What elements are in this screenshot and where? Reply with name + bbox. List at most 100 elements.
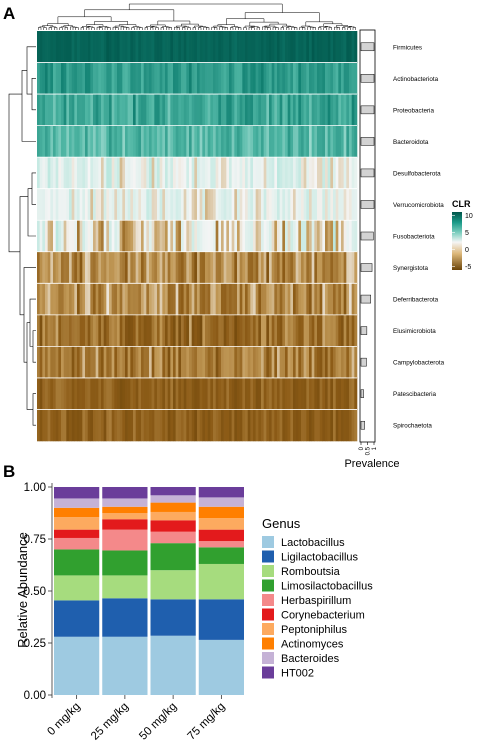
heatmap-cell: [77, 251, 80, 284]
heatmap-cell: [37, 31, 40, 63]
heatmap-cell: [151, 31, 155, 63]
heatmap-cell: [53, 346, 56, 379]
heatmap-cell: [314, 94, 318, 126]
heatmap-cell: [199, 220, 203, 253]
heatmap-cell: [261, 31, 264, 63]
heatmap-cell: [45, 220, 48, 253]
heatmap-cell: [183, 283, 187, 316]
heatmap-cell: [173, 188, 176, 221]
heatmap-cell: [93, 314, 96, 347]
heatmap-cell: [45, 409, 48, 442]
heatmap-cell: [319, 283, 323, 316]
heatmap-cell: [111, 283, 115, 316]
heatmap-cell: [122, 409, 126, 442]
heatmap-cell: [55, 409, 59, 442]
heatmap-cell: [341, 314, 344, 347]
row-labels: FirmicutesActinobacteriotaProteobacteria…: [393, 44, 445, 429]
heatmap-cell: [162, 283, 166, 316]
heatmap-cell: [50, 409, 54, 442]
heatmap-cell: [277, 220, 280, 253]
heatmap-cell: [162, 157, 166, 189]
heatmap-cell: [106, 188, 110, 221]
heatmap-cell: [346, 346, 350, 379]
dendrogram-branch: [26, 46, 36, 95]
heatmap-cell: [109, 31, 112, 63]
heatmap-cell: [271, 188, 275, 221]
heatmap-cell: [250, 283, 254, 316]
heatmap-cell: [127, 283, 131, 316]
heatmap-cell: [261, 377, 264, 410]
heatmap-cell: [202, 409, 206, 442]
heatmap-cell: [69, 125, 72, 158]
heatmap-cell: [130, 62, 134, 95]
heatmap-cell: [119, 409, 123, 442]
heatmap-cell: [242, 94, 246, 126]
heatmap-cell: [101, 251, 104, 284]
heatmap-cell: [301, 409, 304, 442]
heatmap-cell: [223, 346, 227, 379]
heatmap-cell: [149, 346, 152, 379]
bar-segment: [54, 507, 100, 518]
heatmap-cell: [61, 31, 64, 63]
heatmap-cell: [234, 31, 238, 63]
heatmap-cell: [325, 31, 328, 63]
heatmap-cell: [301, 314, 304, 347]
heatmap-cell: [229, 220, 232, 253]
heatmap-cell: [237, 377, 240, 410]
heatmap-cell: [322, 125, 326, 158]
heatmap-cell: [199, 377, 203, 410]
heatmap-cell: [50, 377, 54, 410]
heatmap-cell: [149, 157, 152, 189]
heatmap-cell: [138, 283, 142, 316]
heatmap-cell: [114, 31, 118, 63]
heatmap-cell: [245, 251, 248, 284]
heatmap-cell: [282, 220, 286, 253]
heatmap-cell: [341, 409, 344, 442]
heatmap-cell: [290, 409, 294, 442]
heatmap-cell: [141, 125, 144, 158]
heatmap-cell: [146, 314, 150, 347]
heatmap-cell: [186, 409, 190, 442]
heatmap-cell: [197, 62, 200, 95]
heatmap-cell: [237, 62, 240, 95]
heatmap-cell: [69, 31, 72, 63]
dendrogram-branch: [244, 12, 320, 22]
heatmap-cell: [239, 31, 243, 63]
heatmap-cell: [79, 157, 83, 189]
heatmap-cell: [333, 94, 336, 126]
heatmap-cell: [258, 409, 262, 442]
dendrogram-branch: [286, 27, 290, 30]
heatmap-cell: [111, 314, 115, 347]
heatmap-cell: [229, 346, 232, 379]
heatmap-cell: [210, 409, 214, 442]
heatmap-cell: [322, 377, 326, 410]
heatmap-cell: [159, 251, 163, 284]
prevalence-bar: [360, 105, 375, 115]
heatmap-cell: [199, 125, 203, 158]
heatmap-cell: [271, 409, 275, 442]
heatmap-cell: [351, 94, 355, 126]
heatmap-cell: [154, 94, 158, 126]
heatmap-cell: [258, 62, 262, 95]
heatmap-cell: [85, 220, 88, 253]
heatmap-cell: [247, 409, 251, 442]
heatmap-cell: [295, 62, 299, 95]
heatmap-cell: [87, 409, 91, 442]
heatmap-cell: [274, 409, 278, 442]
bar-segment: [102, 487, 148, 499]
heatmap-cell: [194, 125, 198, 158]
heatmap-cell: [207, 62, 211, 95]
heatmap-cell: [111, 31, 115, 63]
heatmap-cell: [58, 31, 62, 63]
dendrogram-branch: [86, 27, 90, 30]
heatmap-cell: [309, 251, 312, 284]
heatmap-cell: [309, 125, 312, 158]
heatmap-cell: [343, 220, 347, 253]
heatmap-cell: [47, 283, 51, 316]
heatmap-cell: [215, 283, 219, 316]
dendrogram-branch: [347, 27, 351, 30]
heatmap-cell: [290, 62, 294, 95]
heatmap-cell: [245, 346, 248, 379]
heatmap-cell: [303, 283, 307, 316]
heatmap-cell: [234, 377, 238, 410]
